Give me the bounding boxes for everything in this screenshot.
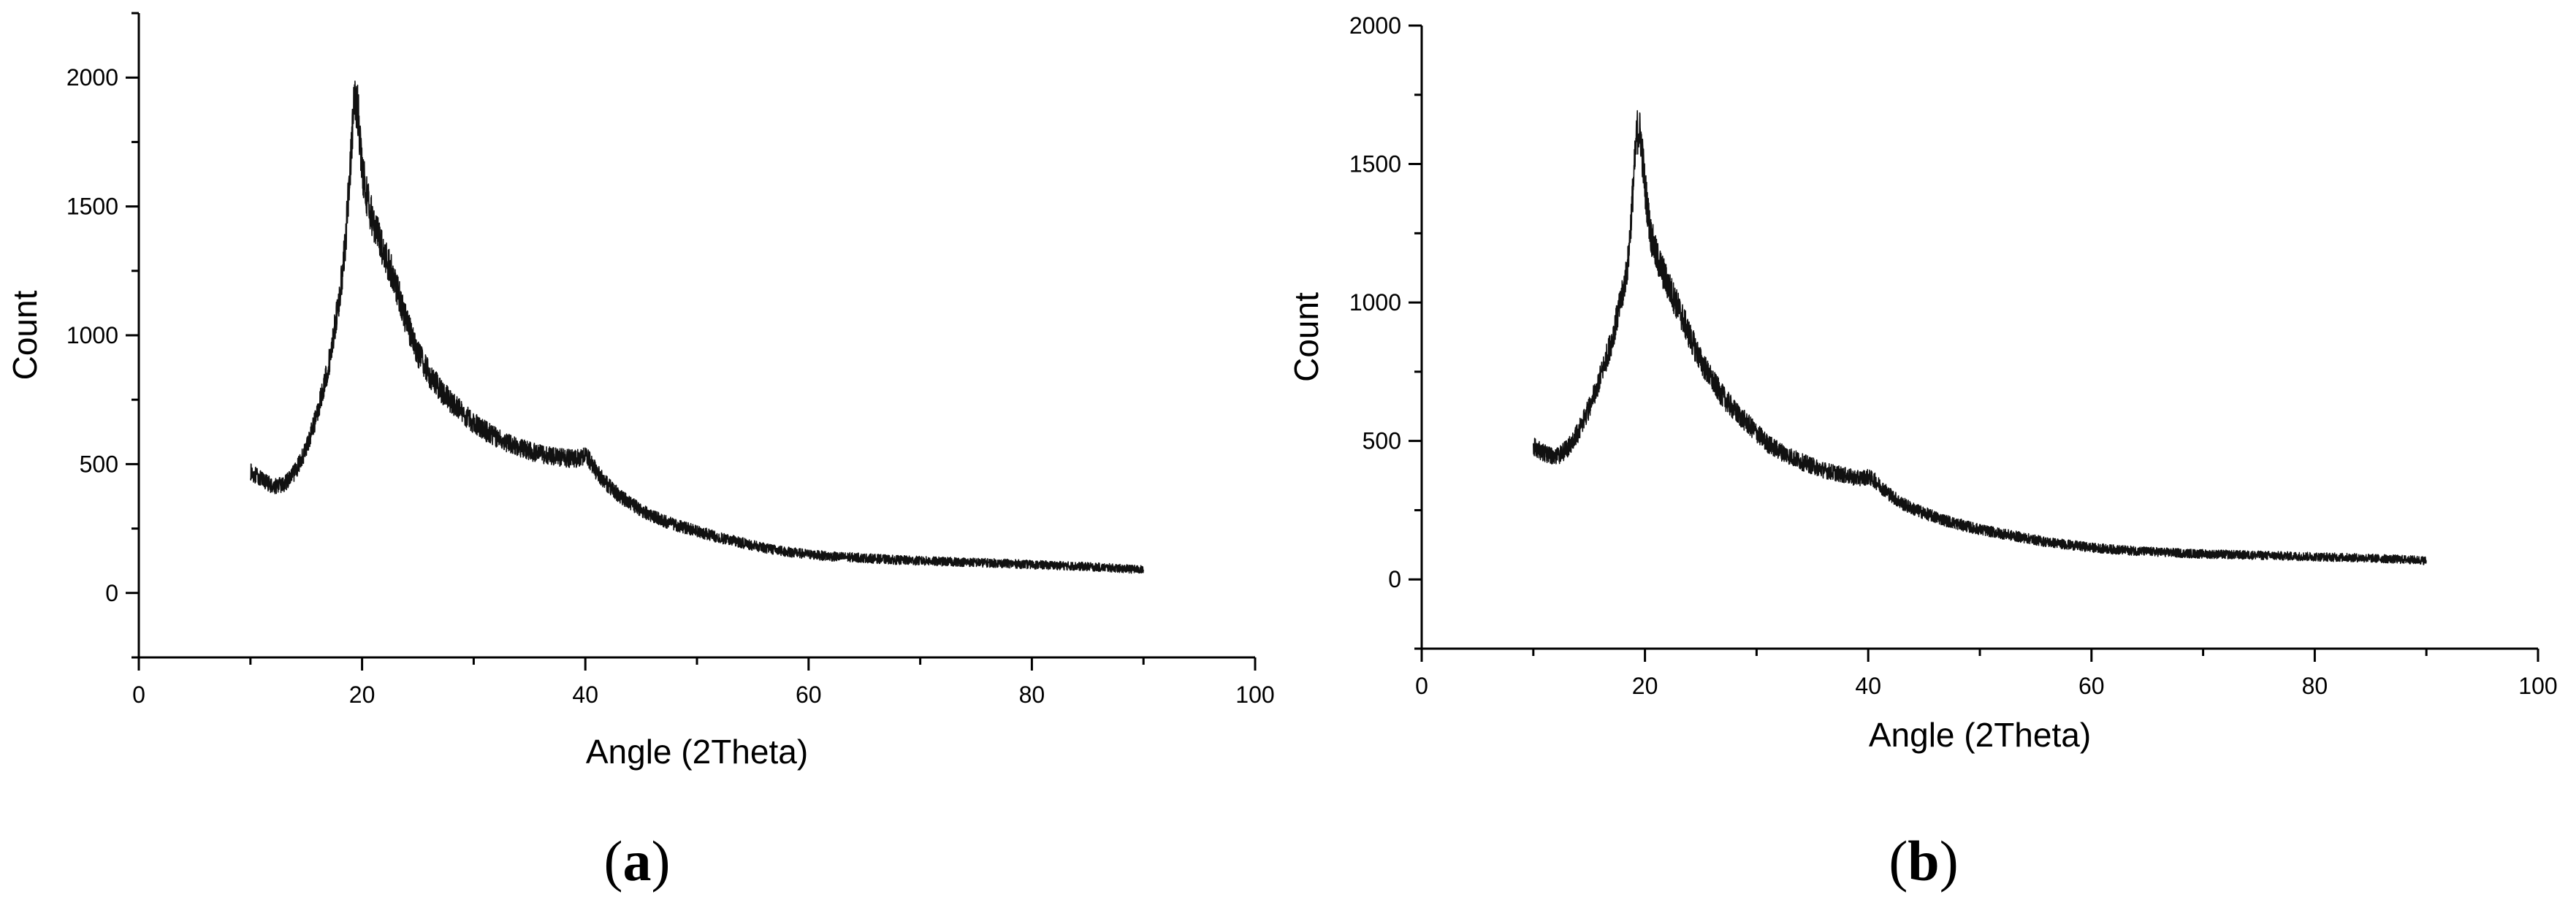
panel-label-a: (a): [604, 829, 671, 893]
y-tick-label: 1500: [66, 194, 118, 220]
x-tick-label: 20: [1632, 673, 1658, 699]
x-axis-title: Angle (2Theta): [1869, 716, 2091, 754]
x-axis-title: Angle (2Theta): [586, 733, 808, 771]
x-tick-label: 80: [2302, 673, 2328, 699]
y-axis-title: Count: [6, 290, 44, 380]
xrd-pattern-line: [250, 80, 1144, 574]
y-axis-title: Count: [1287, 292, 1325, 382]
x-tick-label: 100: [2518, 673, 2557, 699]
y-tick-label: 500: [80, 451, 118, 477]
y-tick-label: 1000: [66, 322, 118, 348]
y-tick-label: 500: [1363, 428, 1401, 454]
x-tick-label: 80: [1019, 682, 1045, 708]
x-tick-label: 0: [1415, 673, 1428, 699]
xrd-pattern-line: [1533, 110, 2427, 565]
y-tick-label: 2000: [66, 64, 118, 91]
y-tick-label: 1500: [1349, 151, 1401, 178]
x-tick-label: 20: [349, 682, 376, 708]
x-tick-label: 40: [572, 682, 598, 708]
x-tick-label: 60: [2078, 673, 2105, 699]
x-tick-label: 0: [132, 682, 145, 708]
x-tick-label: 100: [1235, 682, 1274, 708]
x-tick-label: 60: [796, 682, 822, 708]
y-tick-label: 2000: [1349, 12, 1401, 39]
y-tick-label: 1000: [1349, 289, 1401, 316]
y-tick-label: 0: [105, 580, 118, 606]
panel-label-b: (b): [1889, 829, 1958, 893]
y-tick-label: 0: [1388, 566, 1401, 592]
x-tick-label: 40: [1855, 673, 1881, 699]
